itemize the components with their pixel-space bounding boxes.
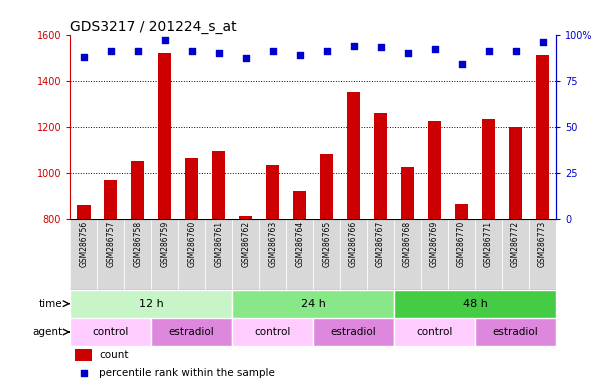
Bar [266, 165, 279, 219]
Text: GSM286771: GSM286771 [484, 221, 493, 267]
Point [403, 50, 412, 56]
Text: GSM286768: GSM286768 [403, 221, 412, 267]
Text: control: control [416, 327, 453, 337]
Text: estradiol: estradiol [331, 327, 376, 337]
Bar [394, 219, 421, 290]
Bar [475, 219, 502, 290]
Bar [75, 349, 92, 361]
Text: GSM286764: GSM286764 [295, 221, 304, 267]
Bar [232, 318, 313, 346]
Text: estradiol: estradiol [169, 327, 214, 337]
Point [376, 45, 386, 51]
Point [214, 50, 224, 56]
Bar [340, 219, 367, 290]
Text: GSM286761: GSM286761 [214, 221, 223, 267]
Bar [374, 113, 387, 219]
Bar [293, 191, 306, 219]
Bar [259, 219, 286, 290]
Point [295, 52, 304, 58]
Text: 48 h: 48 h [463, 299, 488, 309]
Point [160, 37, 170, 43]
Text: GSM286765: GSM286765 [322, 221, 331, 267]
Bar [428, 121, 441, 219]
Text: GSM286769: GSM286769 [430, 221, 439, 267]
Point [79, 370, 89, 376]
Bar [239, 217, 252, 219]
Bar [475, 318, 556, 346]
Bar [401, 167, 414, 219]
Bar [509, 127, 522, 219]
Point [79, 54, 89, 60]
Text: GSM286759: GSM286759 [160, 221, 169, 267]
Bar [104, 180, 117, 219]
Bar [158, 53, 172, 219]
Text: GDS3217 / 201224_s_at: GDS3217 / 201224_s_at [70, 20, 237, 33]
Point [322, 48, 332, 54]
Point [106, 48, 115, 54]
Bar [482, 119, 496, 219]
Point [349, 43, 359, 49]
Bar [70, 219, 97, 290]
Bar [77, 205, 90, 219]
Point [538, 39, 547, 45]
Text: estradiol: estradiol [492, 327, 538, 337]
Text: GSM286772: GSM286772 [511, 221, 520, 267]
Bar [97, 219, 124, 290]
Bar [313, 318, 394, 346]
Text: control: control [254, 327, 291, 337]
Text: GSM286758: GSM286758 [133, 221, 142, 267]
Point [268, 48, 277, 54]
Bar [70, 290, 232, 318]
Text: 12 h: 12 h [139, 299, 164, 309]
Bar [178, 219, 205, 290]
Text: 24 h: 24 h [301, 299, 326, 309]
Bar [70, 318, 151, 346]
Bar [502, 219, 529, 290]
Text: GSM286756: GSM286756 [79, 221, 88, 267]
Bar [367, 219, 394, 290]
Bar [131, 161, 144, 219]
Bar [152, 318, 232, 346]
Bar [313, 219, 340, 290]
Point [241, 55, 251, 61]
Text: GSM286773: GSM286773 [538, 221, 547, 267]
Text: time: time [38, 299, 62, 309]
Bar [232, 219, 259, 290]
Bar [286, 219, 313, 290]
Point [430, 46, 439, 52]
Text: GSM286757: GSM286757 [106, 221, 115, 267]
Text: count: count [100, 350, 129, 360]
Point [484, 48, 494, 54]
Point [456, 61, 466, 67]
Bar [536, 55, 549, 219]
Text: GSM286766: GSM286766 [349, 221, 358, 267]
Bar [448, 219, 475, 290]
Text: agent: agent [32, 327, 62, 337]
Text: control: control [92, 327, 129, 337]
Bar [320, 154, 334, 219]
Point [187, 48, 197, 54]
Bar [205, 219, 232, 290]
Text: percentile rank within the sample: percentile rank within the sample [100, 368, 276, 378]
Text: GSM286760: GSM286760 [187, 221, 196, 267]
Text: GSM286770: GSM286770 [457, 221, 466, 267]
Point [511, 48, 521, 54]
Bar [529, 219, 556, 290]
Bar [394, 290, 556, 318]
Bar [212, 151, 225, 219]
Bar [124, 219, 151, 290]
Bar [232, 290, 394, 318]
Point [133, 48, 142, 54]
Bar [421, 219, 448, 290]
Text: GSM286767: GSM286767 [376, 221, 385, 267]
Bar [455, 204, 468, 219]
Text: GSM286762: GSM286762 [241, 221, 250, 267]
Text: GSM286763: GSM286763 [268, 221, 277, 267]
Bar [152, 219, 178, 290]
Bar [347, 92, 360, 219]
Bar [394, 318, 475, 346]
Bar [185, 158, 199, 219]
